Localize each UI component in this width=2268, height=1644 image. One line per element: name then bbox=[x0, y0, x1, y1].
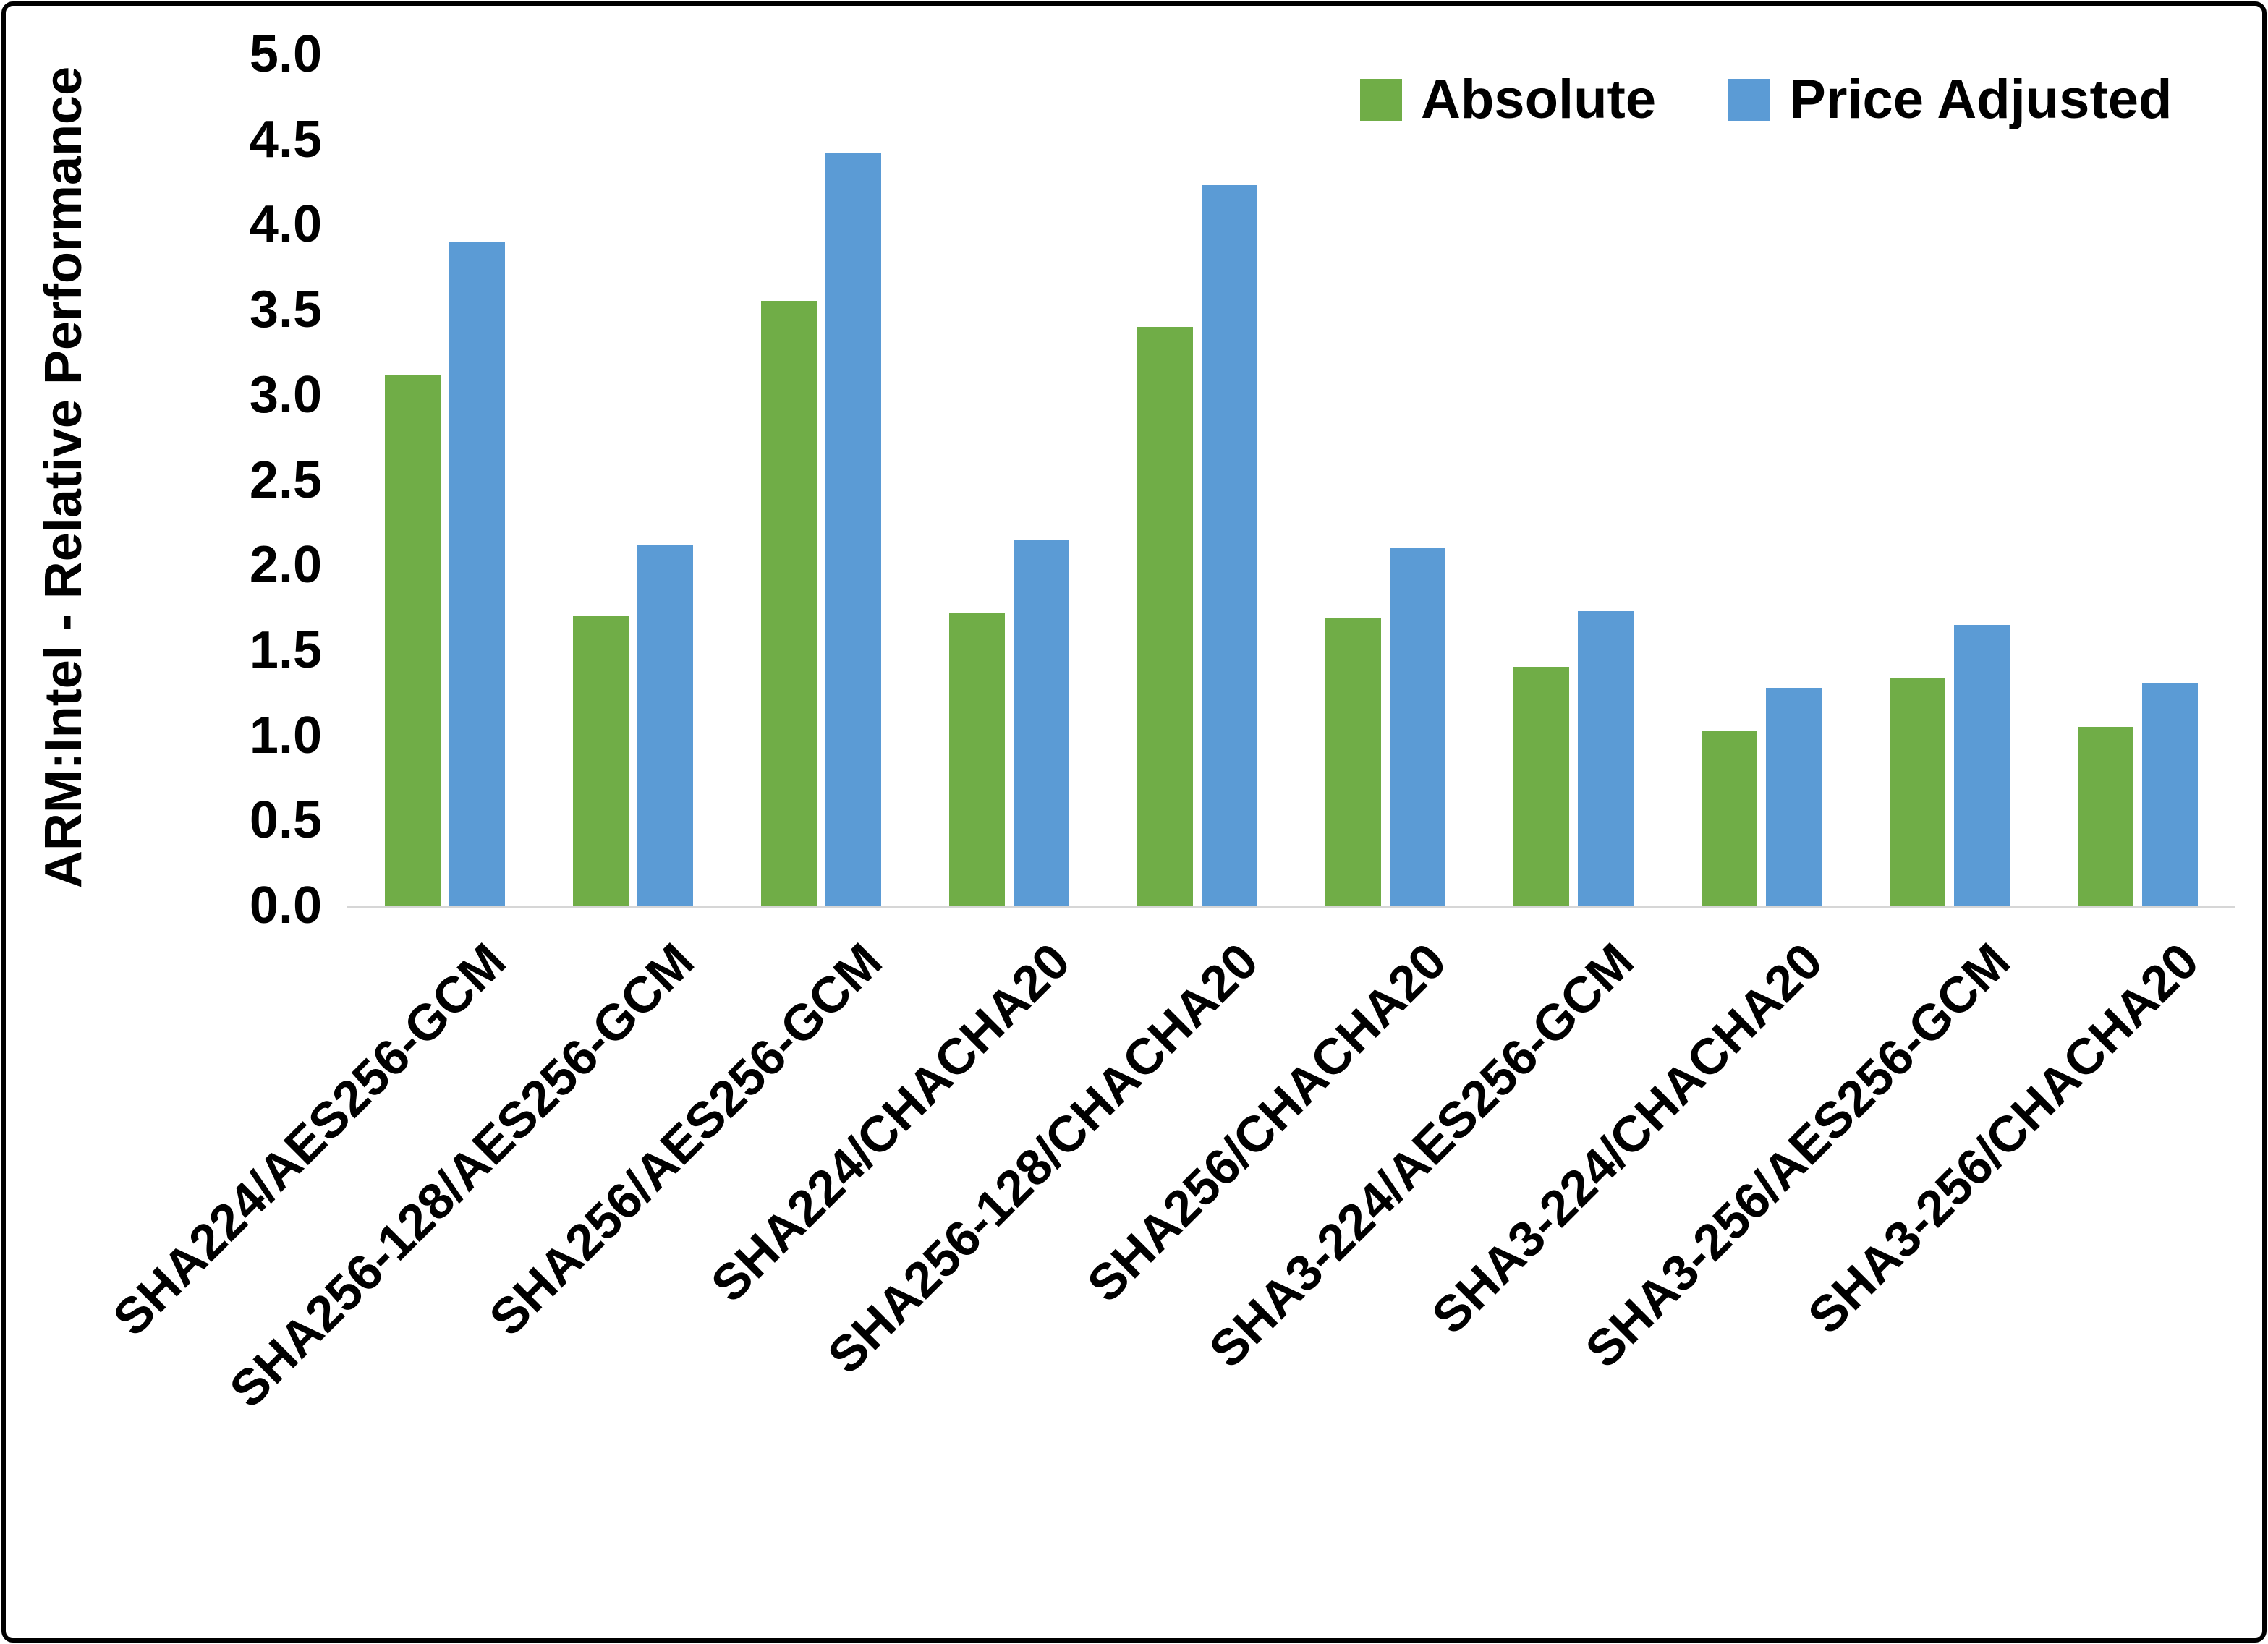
y-tick-label: 1.5 bbox=[249, 621, 322, 679]
bar-price-adjusted bbox=[1014, 539, 1069, 906]
legend-swatch bbox=[1360, 79, 1402, 121]
bar-group bbox=[1702, 687, 1822, 906]
x-axis-label: SHA3-256/CHACHA20 bbox=[1796, 932, 2209, 1345]
bar-group bbox=[1513, 610, 1634, 906]
y-tick-label: 5.0 bbox=[249, 25, 322, 83]
legend-item: Absolute bbox=[1360, 72, 1656, 127]
bar-absolute bbox=[1513, 667, 1569, 906]
bar-absolute bbox=[1325, 618, 1381, 906]
y-axis-title: ARM:Intel - Relative Performance bbox=[35, 66, 93, 889]
legend-item: Price Adjusted bbox=[1728, 72, 2172, 127]
legend-label: Absolute bbox=[1421, 69, 1657, 130]
bar-price-adjusted bbox=[2142, 682, 2198, 906]
x-axis-line bbox=[347, 906, 2235, 908]
bar-price-adjusted bbox=[637, 544, 693, 906]
y-tick-label: 3.0 bbox=[249, 365, 322, 424]
bar-price-adjusted bbox=[1390, 548, 1445, 906]
bar-group bbox=[949, 539, 1069, 906]
x-axis-label: SHA224/CHACHA20 bbox=[700, 932, 1081, 1313]
y-tick-label: 4.0 bbox=[249, 195, 322, 254]
bar-group bbox=[1325, 548, 1445, 906]
y-tick-label: 0.0 bbox=[249, 877, 322, 934]
bar-absolute bbox=[1137, 326, 1193, 906]
y-tick-label: 3.5 bbox=[249, 281, 322, 339]
y-tick-label: 2.5 bbox=[249, 451, 322, 509]
bar-group bbox=[1890, 624, 2010, 906]
bar-absolute bbox=[1890, 677, 1945, 906]
bar-absolute bbox=[2078, 726, 2133, 906]
x-axis-label: SHA256/AES256-GCM bbox=[478, 932, 893, 1347]
legend-label: Price Adjusted bbox=[1789, 69, 2173, 130]
bar-absolute bbox=[385, 374, 441, 906]
bar-group bbox=[385, 241, 505, 906]
bar-price-adjusted bbox=[1202, 185, 1257, 906]
x-axis-label: SHA256/CHACHA20 bbox=[1076, 932, 1457, 1313]
bar-price-adjusted bbox=[825, 153, 881, 906]
bar-group bbox=[761, 153, 881, 906]
bar-absolute bbox=[1702, 730, 1757, 906]
y-tick-label: 4.5 bbox=[249, 110, 322, 169]
y-tick-label: 2.0 bbox=[249, 536, 322, 595]
bar-group bbox=[2078, 682, 2198, 906]
legend-swatch bbox=[1728, 79, 1771, 121]
bar-absolute bbox=[761, 301, 817, 906]
x-axis-label: SHA224/AES256-GCM bbox=[102, 932, 517, 1347]
y-tick-label: 1.0 bbox=[249, 706, 322, 764]
x-axis-label: SHA3-224/CHACHA20 bbox=[1420, 932, 1833, 1345]
bar-absolute bbox=[573, 616, 629, 906]
bar-group bbox=[573, 544, 693, 906]
bar-absolute bbox=[949, 613, 1005, 906]
y-tick-label: 0.5 bbox=[249, 791, 322, 850]
bar-price-adjusted bbox=[1578, 610, 1634, 906]
bar-price-adjusted bbox=[1954, 624, 2010, 906]
bar-group bbox=[1137, 185, 1257, 906]
bar-price-adjusted bbox=[1766, 687, 1822, 906]
bar-price-adjusted bbox=[449, 241, 505, 906]
legend: Absolute Price Adjusted bbox=[1360, 72, 2172, 127]
